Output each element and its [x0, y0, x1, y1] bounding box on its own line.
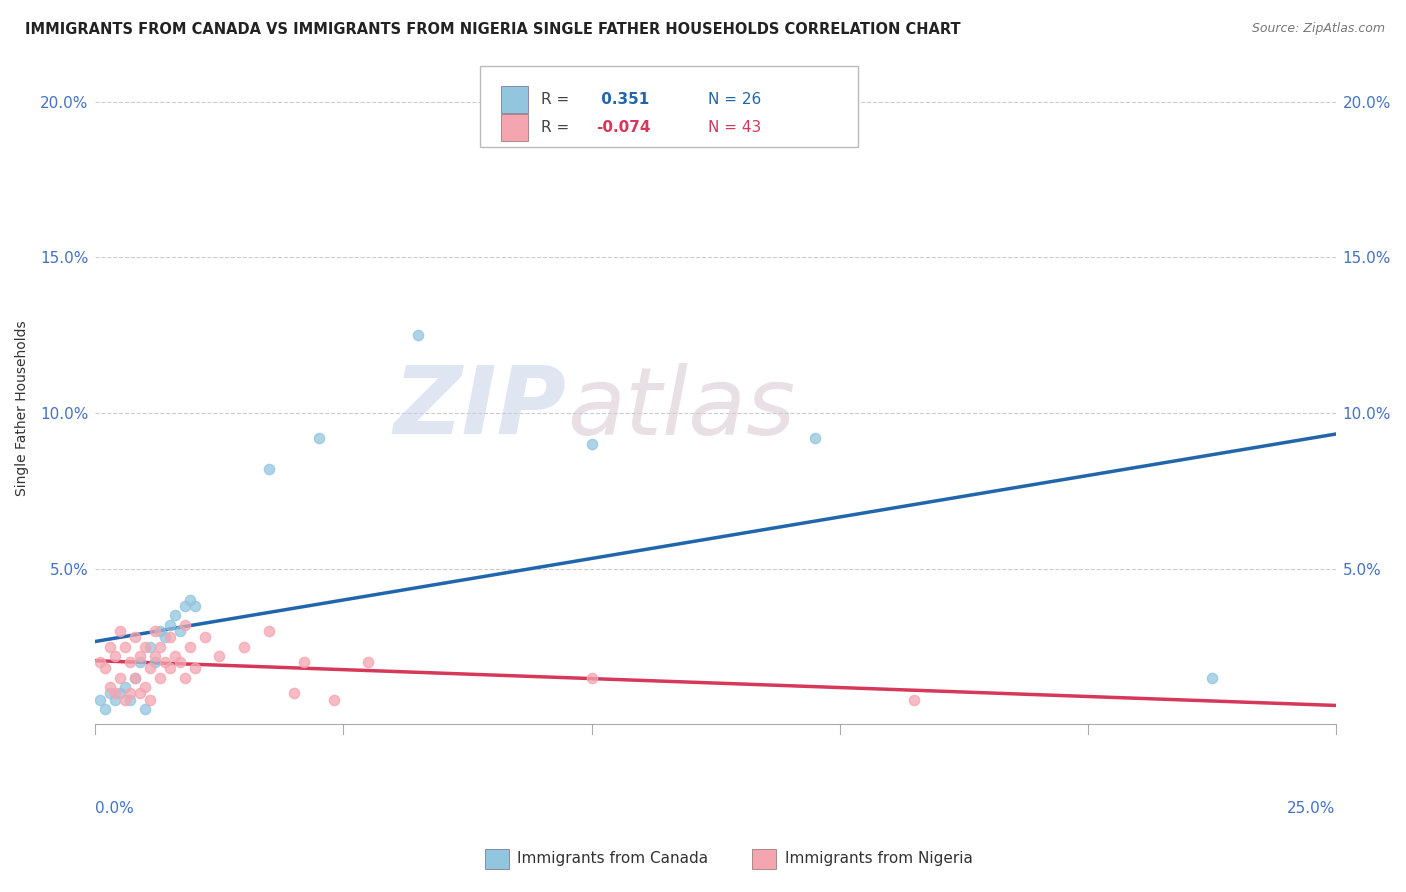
Point	[149, 640, 172, 654]
Point	[129, 655, 152, 669]
Point	[124, 671, 146, 685]
Point	[104, 692, 127, 706]
Point	[233, 640, 256, 654]
Y-axis label: Single Father Households: Single Father Households	[15, 320, 30, 496]
Point	[406, 328, 429, 343]
Point	[322, 692, 344, 706]
Point	[104, 686, 127, 700]
Point	[183, 599, 205, 614]
Point	[134, 680, 156, 694]
Point	[803, 431, 825, 445]
Point	[208, 648, 231, 663]
Point	[139, 661, 162, 675]
Point	[173, 599, 195, 614]
Text: 0.351: 0.351	[596, 92, 650, 107]
Text: Immigrants from Canada: Immigrants from Canada	[517, 851, 709, 865]
Point	[143, 648, 166, 663]
Point	[153, 630, 176, 644]
Point	[129, 686, 152, 700]
Text: atlas: atlas	[567, 363, 794, 454]
Point	[98, 640, 121, 654]
Text: N = 43: N = 43	[709, 120, 762, 136]
Point	[89, 692, 111, 706]
Point	[94, 702, 117, 716]
Point	[98, 680, 121, 694]
Point	[163, 608, 186, 623]
Point	[903, 692, 925, 706]
Point	[143, 624, 166, 638]
Point	[114, 692, 136, 706]
Point	[139, 692, 162, 706]
Point	[89, 655, 111, 669]
Point	[173, 671, 195, 685]
Point	[124, 671, 146, 685]
Point	[193, 630, 215, 644]
Point	[134, 702, 156, 716]
Point	[179, 640, 201, 654]
Point	[110, 624, 132, 638]
Point	[357, 655, 380, 669]
Point	[94, 661, 117, 675]
Point	[110, 686, 132, 700]
Text: ZIP: ZIP	[394, 362, 567, 454]
Point	[143, 655, 166, 669]
Point	[581, 437, 603, 451]
Point	[114, 680, 136, 694]
Point	[139, 640, 162, 654]
Point	[179, 593, 201, 607]
Bar	[501, 87, 529, 113]
Point	[159, 630, 181, 644]
Text: IMMIGRANTS FROM CANADA VS IMMIGRANTS FROM NIGERIA SINGLE FATHER HOUSEHOLDS CORRE: IMMIGRANTS FROM CANADA VS IMMIGRANTS FRO…	[25, 22, 960, 37]
Text: 25.0%: 25.0%	[1288, 801, 1336, 815]
Point	[124, 630, 146, 644]
Point	[292, 655, 315, 669]
Text: R =: R =	[541, 92, 569, 107]
Point	[173, 617, 195, 632]
Point	[153, 655, 176, 669]
Point	[159, 617, 181, 632]
Text: N = 26: N = 26	[709, 92, 762, 107]
Point	[159, 661, 181, 675]
FancyBboxPatch shape	[479, 66, 858, 147]
Point	[183, 661, 205, 675]
Text: Immigrants from Nigeria: Immigrants from Nigeria	[785, 851, 973, 865]
Point	[129, 648, 152, 663]
Point	[120, 692, 142, 706]
Point	[149, 624, 172, 638]
Point	[257, 462, 280, 476]
Point	[134, 640, 156, 654]
Point	[1201, 671, 1223, 685]
Point	[283, 686, 305, 700]
Point	[163, 648, 186, 663]
Text: Source: ZipAtlas.com: Source: ZipAtlas.com	[1251, 22, 1385, 36]
Point	[149, 671, 172, 685]
Point	[308, 431, 330, 445]
Point	[169, 655, 191, 669]
Point	[120, 655, 142, 669]
Point	[581, 671, 603, 685]
Point	[98, 686, 121, 700]
Text: -0.074: -0.074	[596, 120, 651, 136]
Text: R =: R =	[541, 120, 569, 136]
Point	[110, 671, 132, 685]
Bar	[501, 114, 529, 141]
Point	[257, 624, 280, 638]
Point	[120, 686, 142, 700]
Point	[169, 624, 191, 638]
Text: 0.0%: 0.0%	[96, 801, 134, 815]
Point	[114, 640, 136, 654]
Point	[104, 648, 127, 663]
